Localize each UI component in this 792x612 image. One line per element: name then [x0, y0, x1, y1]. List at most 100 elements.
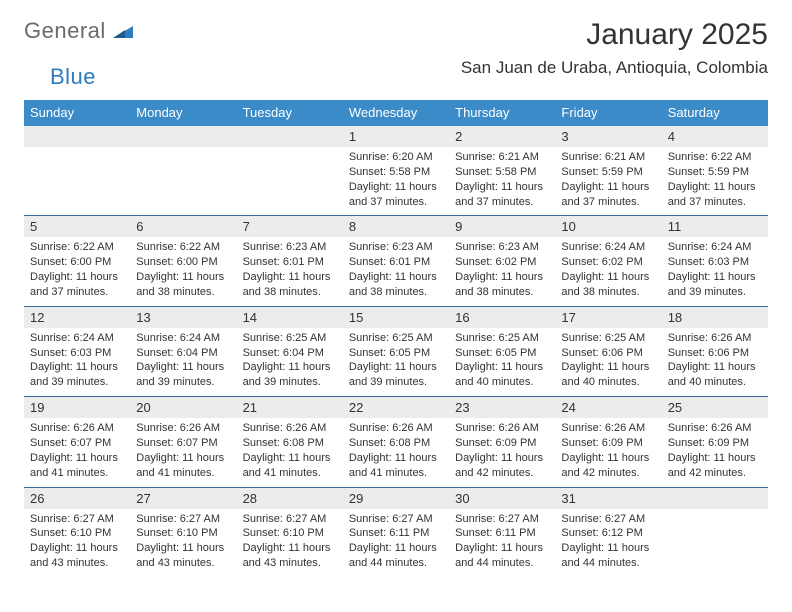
sunrise-text: Sunrise: 6:27 AM: [455, 512, 549, 527]
daylight-text: Daylight: 11 hours and 39 minutes.: [136, 360, 230, 390]
day-number: 30: [449, 488, 555, 509]
day-details: Sunrise: 6:24 AMSunset: 6:04 PMDaylight:…: [130, 328, 236, 396]
brand-text-1: General: [24, 18, 106, 44]
day-details: Sunrise: 6:26 AMSunset: 6:06 PMDaylight:…: [662, 328, 768, 396]
sunset-text: Sunset: 6:06 PM: [668, 346, 762, 361]
day-details: Sunrise: 6:27 AMSunset: 6:12 PMDaylight:…: [555, 509, 661, 577]
day-details: [662, 509, 768, 567]
day-details: Sunrise: 6:26 AMSunset: 6:09 PMDaylight:…: [555, 418, 661, 486]
day-number: 31: [555, 488, 661, 509]
sunrise-text: Sunrise: 6:21 AM: [561, 150, 655, 165]
sunset-text: Sunset: 6:03 PM: [668, 255, 762, 270]
daylight-text: Daylight: 11 hours and 44 minutes.: [349, 541, 443, 571]
sunrise-text: Sunrise: 6:20 AM: [349, 150, 443, 165]
day-details: Sunrise: 6:26 AMSunset: 6:08 PMDaylight:…: [343, 418, 449, 486]
calendar-cell: 12Sunrise: 6:24 AMSunset: 6:03 PMDayligh…: [24, 306, 130, 396]
sunset-text: Sunset: 5:58 PM: [455, 165, 549, 180]
calendar-cell: [237, 126, 343, 216]
sunset-text: Sunset: 6:02 PM: [455, 255, 549, 270]
day-number: 26: [24, 488, 130, 509]
calendar-cell: 1Sunrise: 6:20 AMSunset: 5:58 PMDaylight…: [343, 126, 449, 216]
calendar-page: General January 2025 San Juan de Uraba, …: [0, 0, 792, 589]
calendar-cell: 11Sunrise: 6:24 AMSunset: 6:03 PMDayligh…: [662, 216, 768, 306]
sunset-text: Sunset: 6:07 PM: [30, 436, 124, 451]
sunrise-text: Sunrise: 6:24 AM: [136, 331, 230, 346]
day-details: Sunrise: 6:25 AMSunset: 6:05 PMDaylight:…: [449, 328, 555, 396]
sunrise-text: Sunrise: 6:23 AM: [349, 240, 443, 255]
brand-logo: General: [24, 18, 137, 44]
sunrise-text: Sunrise: 6:26 AM: [349, 421, 443, 436]
calendar-head: Sunday Monday Tuesday Wednesday Thursday…: [24, 100, 768, 126]
calendar-cell: 5Sunrise: 6:22 AMSunset: 6:00 PMDaylight…: [24, 216, 130, 306]
calendar-cell: 13Sunrise: 6:24 AMSunset: 6:04 PMDayligh…: [130, 306, 236, 396]
sunrise-text: Sunrise: 6:22 AM: [136, 240, 230, 255]
daylight-text: Daylight: 11 hours and 37 minutes.: [668, 180, 762, 210]
day-number: 2: [449, 126, 555, 147]
daylight-text: Daylight: 11 hours and 43 minutes.: [30, 541, 124, 571]
calendar-cell: 2Sunrise: 6:21 AMSunset: 5:58 PMDaylight…: [449, 126, 555, 216]
day-details: Sunrise: 6:27 AMSunset: 6:11 PMDaylight:…: [343, 509, 449, 577]
daylight-text: Daylight: 11 hours and 38 minutes.: [455, 270, 549, 300]
day-details: Sunrise: 6:22 AMSunset: 5:59 PMDaylight:…: [662, 147, 768, 215]
day-header: Sunday: [24, 100, 130, 126]
daylight-text: Daylight: 11 hours and 37 minutes.: [30, 270, 124, 300]
calendar-cell: 14Sunrise: 6:25 AMSunset: 6:04 PMDayligh…: [237, 306, 343, 396]
title-block: January 2025 San Juan de Uraba, Antioqui…: [461, 18, 768, 78]
daylight-text: Daylight: 11 hours and 41 minutes.: [136, 451, 230, 481]
day-details: Sunrise: 6:22 AMSunset: 6:00 PMDaylight:…: [24, 237, 130, 305]
day-number: 9: [449, 216, 555, 237]
sunset-text: Sunset: 6:05 PM: [455, 346, 549, 361]
day-header: Friday: [555, 100, 661, 126]
sunset-text: Sunset: 6:10 PM: [30, 526, 124, 541]
sunrise-text: Sunrise: 6:23 AM: [243, 240, 337, 255]
sunset-text: Sunset: 6:06 PM: [561, 346, 655, 361]
day-number: 22: [343, 397, 449, 418]
calendar-cell: 23Sunrise: 6:26 AMSunset: 6:09 PMDayligh…: [449, 397, 555, 487]
day-details: Sunrise: 6:24 AMSunset: 6:03 PMDaylight:…: [662, 237, 768, 305]
day-details: [24, 147, 130, 205]
daylight-text: Daylight: 11 hours and 42 minutes.: [561, 451, 655, 481]
daylight-text: Daylight: 11 hours and 42 minutes.: [668, 451, 762, 481]
day-number: 11: [662, 216, 768, 237]
day-number: 29: [343, 488, 449, 509]
calendar-cell: 20Sunrise: 6:26 AMSunset: 6:07 PMDayligh…: [130, 397, 236, 487]
day-number: 23: [449, 397, 555, 418]
day-number: 12: [24, 307, 130, 328]
sunset-text: Sunset: 6:01 PM: [349, 255, 443, 270]
sunrise-text: Sunrise: 6:27 AM: [30, 512, 124, 527]
day-number: 18: [662, 307, 768, 328]
day-details: Sunrise: 6:24 AMSunset: 6:02 PMDaylight:…: [555, 237, 661, 305]
day-details: Sunrise: 6:21 AMSunset: 5:58 PMDaylight:…: [449, 147, 555, 215]
calendar-cell: 30Sunrise: 6:27 AMSunset: 6:11 PMDayligh…: [449, 487, 555, 577]
day-number: [237, 126, 343, 147]
calendar-cell: 27Sunrise: 6:27 AMSunset: 6:10 PMDayligh…: [130, 487, 236, 577]
sunrise-text: Sunrise: 6:26 AM: [136, 421, 230, 436]
day-details: Sunrise: 6:25 AMSunset: 6:06 PMDaylight:…: [555, 328, 661, 396]
day-details: Sunrise: 6:27 AMSunset: 6:11 PMDaylight:…: [449, 509, 555, 577]
daylight-text: Daylight: 11 hours and 39 minutes.: [668, 270, 762, 300]
calendar-week-row: 1Sunrise: 6:20 AMSunset: 5:58 PMDaylight…: [24, 126, 768, 216]
sunrise-text: Sunrise: 6:24 AM: [668, 240, 762, 255]
sunset-text: Sunset: 6:04 PM: [136, 346, 230, 361]
sunset-text: Sunset: 6:08 PM: [349, 436, 443, 451]
sunrise-text: Sunrise: 6:26 AM: [668, 421, 762, 436]
day-details: Sunrise: 6:25 AMSunset: 6:04 PMDaylight:…: [237, 328, 343, 396]
sunrise-text: Sunrise: 6:27 AM: [136, 512, 230, 527]
daylight-text: Daylight: 11 hours and 44 minutes.: [561, 541, 655, 571]
daylight-text: Daylight: 11 hours and 39 minutes.: [30, 360, 124, 390]
sunrise-text: Sunrise: 6:24 AM: [30, 331, 124, 346]
day-number: 28: [237, 488, 343, 509]
sunrise-text: Sunrise: 6:22 AM: [30, 240, 124, 255]
calendar-week-row: 12Sunrise: 6:24 AMSunset: 6:03 PMDayligh…: [24, 306, 768, 396]
day-number: 3: [555, 126, 661, 147]
day-number: 21: [237, 397, 343, 418]
calendar-week-row: 5Sunrise: 6:22 AMSunset: 6:00 PMDaylight…: [24, 216, 768, 306]
calendar-cell: 29Sunrise: 6:27 AMSunset: 6:11 PMDayligh…: [343, 487, 449, 577]
calendar-table: Sunday Monday Tuesday Wednesday Thursday…: [24, 100, 768, 577]
day-number: 5: [24, 216, 130, 237]
day-details: Sunrise: 6:23 AMSunset: 6:01 PMDaylight:…: [343, 237, 449, 305]
daylight-text: Daylight: 11 hours and 40 minutes.: [455, 360, 549, 390]
day-details: Sunrise: 6:26 AMSunset: 6:07 PMDaylight:…: [130, 418, 236, 486]
daylight-text: Daylight: 11 hours and 43 minutes.: [243, 541, 337, 571]
daylight-text: Daylight: 11 hours and 39 minutes.: [243, 360, 337, 390]
